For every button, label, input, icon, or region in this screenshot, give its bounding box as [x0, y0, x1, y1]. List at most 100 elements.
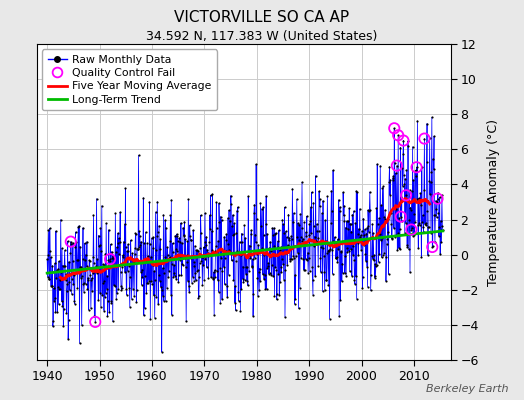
Point	[289, 219, 297, 226]
Point	[152, 232, 161, 239]
Point	[161, 217, 169, 223]
Point	[303, 213, 311, 220]
Point	[183, 238, 192, 245]
Point	[326, 220, 335, 226]
Point	[279, 261, 287, 268]
Point	[179, 224, 187, 231]
Point	[153, 198, 161, 205]
Point	[147, 278, 156, 284]
Point	[101, 294, 109, 300]
Point	[314, 228, 323, 234]
Point	[422, 220, 430, 226]
Point	[52, 275, 61, 282]
Point	[141, 229, 150, 235]
Point	[234, 288, 243, 295]
Point	[109, 253, 117, 260]
Point	[380, 216, 389, 222]
Point	[373, 262, 381, 268]
Point	[241, 276, 249, 283]
Point	[331, 243, 340, 250]
Point	[407, 207, 415, 213]
Point	[121, 185, 129, 192]
Point	[113, 240, 122, 247]
Point	[324, 247, 333, 253]
Point	[128, 256, 136, 262]
Point	[250, 255, 259, 261]
Point	[247, 263, 256, 270]
Point	[334, 236, 342, 242]
Point	[119, 254, 127, 260]
Point	[204, 274, 213, 281]
Point	[115, 251, 124, 257]
Point	[65, 258, 73, 265]
Point	[305, 232, 313, 238]
Point	[82, 251, 90, 258]
Point	[54, 266, 62, 272]
Point	[319, 288, 327, 294]
Point	[177, 220, 185, 226]
Point	[277, 244, 285, 250]
Point	[285, 235, 293, 241]
Point	[229, 212, 237, 218]
Point	[171, 273, 179, 279]
Point	[397, 214, 405, 220]
Point	[376, 231, 384, 238]
Point	[50, 260, 59, 267]
Point	[419, 228, 428, 235]
Point	[411, 167, 420, 174]
Point	[393, 247, 401, 254]
Point	[103, 272, 111, 279]
Point	[60, 306, 68, 312]
Point	[290, 255, 298, 262]
Point	[141, 273, 149, 279]
Point	[275, 227, 283, 234]
Point	[313, 235, 322, 241]
Point	[219, 250, 227, 256]
Point	[205, 212, 214, 218]
Point	[84, 276, 92, 283]
Point	[89, 212, 97, 218]
Point	[94, 297, 103, 304]
Point	[115, 235, 123, 242]
Point	[135, 244, 143, 250]
Point	[105, 308, 113, 315]
Point	[180, 219, 189, 225]
Point	[224, 241, 232, 248]
Point	[49, 318, 58, 324]
Point	[161, 298, 170, 304]
Point	[200, 238, 209, 245]
Point	[307, 230, 315, 236]
Point	[428, 244, 436, 250]
Point	[203, 264, 211, 270]
Point	[409, 233, 417, 239]
Point	[425, 178, 433, 184]
Point	[47, 254, 56, 261]
Point	[296, 211, 304, 217]
Point	[402, 192, 410, 198]
Point	[124, 248, 133, 254]
Point	[363, 263, 371, 270]
Point	[60, 247, 69, 254]
Point	[269, 273, 277, 280]
Point	[195, 260, 204, 266]
Point	[294, 305, 303, 312]
Point	[264, 260, 272, 266]
Point	[390, 125, 398, 132]
Point	[296, 284, 304, 291]
Point	[307, 204, 315, 210]
Point	[124, 241, 132, 248]
Point	[281, 267, 290, 273]
Point	[366, 207, 375, 214]
Point	[403, 138, 412, 144]
Point	[397, 214, 405, 220]
Point	[355, 238, 364, 244]
Point	[221, 248, 230, 254]
Point	[282, 234, 291, 240]
Point	[59, 323, 68, 330]
Point	[106, 256, 114, 262]
Point	[200, 244, 208, 250]
Point	[270, 225, 278, 231]
Point	[384, 228, 392, 235]
Point	[181, 236, 190, 242]
Point	[250, 202, 258, 208]
